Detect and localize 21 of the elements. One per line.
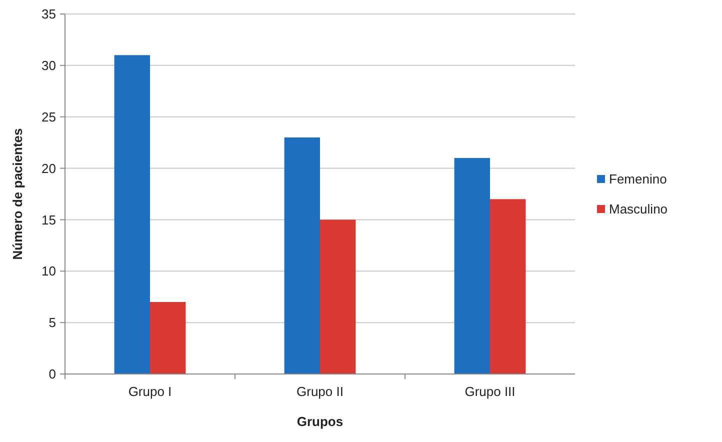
y-tick-label: 10 [42, 264, 56, 279]
bar [454, 158, 490, 374]
y-tick-label: 30 [42, 58, 56, 73]
y-tick-label: 20 [42, 160, 56, 176]
legend-label: Masculino [609, 202, 668, 217]
bar [490, 199, 526, 374]
y-tick-label: 0 [48, 366, 56, 382]
y-axis-title: Número de pacientes [10, 128, 25, 260]
y-tick-label: 5 [48, 315, 56, 330]
y-tick-label: 25 [42, 109, 56, 124]
y-tick-label: 15 [42, 212, 56, 228]
x-tick-label: Grupo I [128, 384, 172, 399]
legend-label: Femenino [609, 172, 667, 187]
x-axis-title: Grupos [296, 414, 344, 429]
x-tick-label: Grupo II [296, 384, 344, 399]
bar [320, 220, 356, 374]
x-tick-label: Grupo III [464, 384, 516, 399]
bar [114, 55, 150, 374]
bar [150, 302, 186, 374]
bar [284, 137, 320, 374]
y-tick-label: 35 [42, 6, 56, 22]
